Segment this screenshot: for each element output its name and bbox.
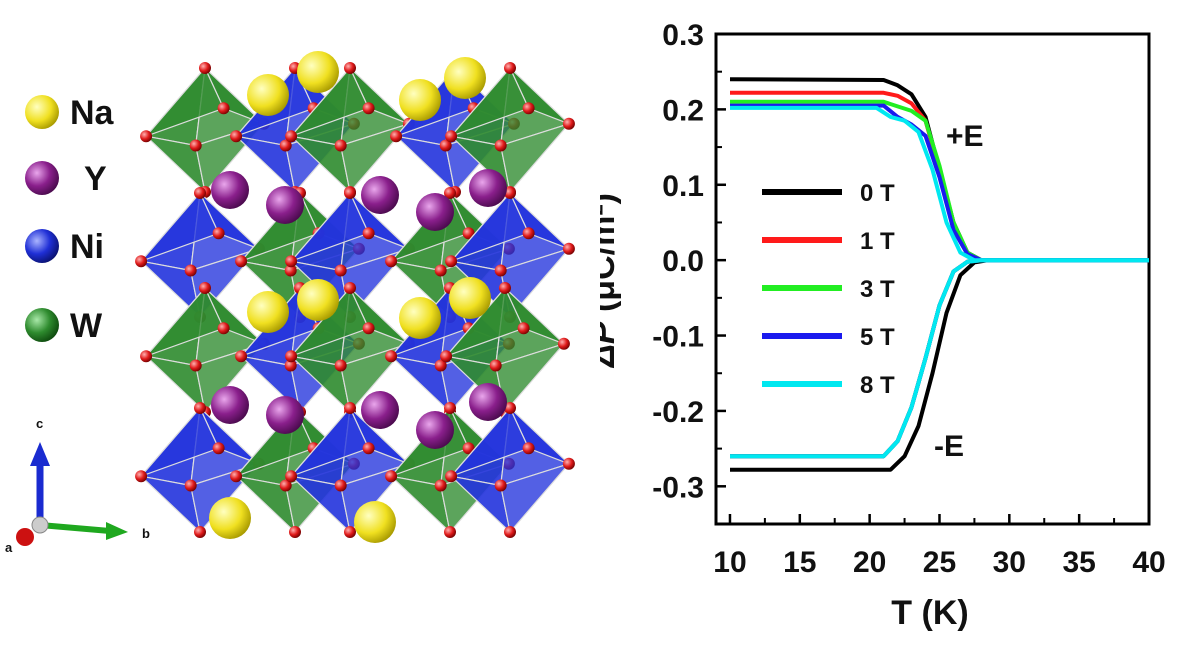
y-atom — [211, 386, 249, 424]
y-tick-label: 0.0 — [662, 245, 704, 278]
crystal-structure-figure: Na Y Ni W c b a — [5, 51, 575, 555]
y-atom — [469, 169, 507, 207]
w-legend-sphere — [25, 308, 59, 342]
na-atom — [444, 57, 486, 99]
y-atom — [469, 383, 507, 421]
x-tick-label: 30 — [993, 546, 1026, 579]
octahedron-3-0 — [135, 402, 265, 538]
plus-e-annotation: +E — [946, 120, 984, 153]
y-tick-label: 0.3 — [662, 19, 704, 52]
na-atom — [297, 51, 339, 93]
legend-label-1: 1 T — [860, 228, 895, 255]
crystal-lattice — [135, 51, 575, 543]
series-line-minus-e-4 — [730, 258, 1149, 459]
x-tick-label: 10 — [713, 546, 746, 579]
legend-label-2: 3 T — [860, 276, 895, 303]
na-atom — [399, 79, 441, 121]
x-tick-label: 20 — [853, 546, 886, 579]
x-tick-label: 40 — [1132, 546, 1165, 579]
octahedron-0-4 — [445, 62, 575, 198]
series-line-plus-e-4 — [730, 105, 1149, 263]
na-atom — [399, 297, 441, 339]
y-atom — [361, 176, 399, 214]
chart-axes: 10 15 20 25 30 35 40 0.3 0.2 0.1 0.0 -0.1 -0.2 -0.3 — [652, 19, 1165, 579]
y-atom — [266, 396, 304, 434]
octahedron-3-4 — [445, 402, 575, 538]
legend-label-4: 8 T — [860, 372, 895, 399]
axis-b-label: b — [142, 526, 150, 541]
polarization-chart: 10 15 20 25 30 35 40 0.3 0.2 0.1 0.0 -0.1 -0.2 -0.3 0… — [600, 19, 1166, 632]
na-legend-sphere — [25, 95, 59, 129]
atom-legend: Na Y Ni W — [25, 94, 115, 345]
x-tick-label: 25 — [923, 546, 956, 579]
y-atom — [361, 391, 399, 429]
na-atom — [247, 74, 289, 116]
axis-c-label: c — [36, 416, 43, 431]
legend-label-3: 5 T — [860, 324, 895, 351]
y-legend-sphere — [25, 161, 59, 195]
y-tick-label: -0.2 — [652, 396, 704, 429]
x-tick-label: 35 — [1062, 546, 1095, 579]
chart-series — [729, 77, 1149, 472]
y-axis-title: ΔP (μC/m²) — [600, 193, 622, 369]
ni-legend-sphere — [25, 229, 59, 263]
y-atom — [416, 193, 454, 231]
y-tick-label: -0.1 — [652, 321, 704, 354]
series-line-plus-e-3 — [730, 103, 1149, 263]
axes-triad: c b a — [5, 416, 150, 555]
minus-e-annotation: -E — [934, 430, 964, 463]
x-axis-title: T (K) — [891, 594, 968, 632]
chart-legend: 0 T 1 T 3 T 5 T 8 T — [762, 180, 895, 399]
na-atom — [297, 279, 339, 321]
y-atom — [211, 171, 249, 209]
na-legend-label: Na — [70, 94, 115, 132]
y-tick-label: 0.2 — [662, 94, 704, 127]
y-legend-label: Y — [84, 160, 107, 198]
ni-legend-label: Ni — [70, 228, 104, 266]
y-atom — [416, 411, 454, 449]
na-atom — [247, 291, 289, 333]
octahedron-3-2 — [285, 402, 415, 538]
y-axis-title-symbol: ΔP — [600, 321, 622, 369]
y-axis-title-unit: (μC/m²) — [600, 193, 622, 312]
y-atom — [266, 186, 304, 224]
legend-label-0: 0 T — [860, 180, 895, 207]
x-tick-label: 15 — [783, 546, 816, 579]
octahedron-0-0 — [140, 62, 270, 198]
plot-frame — [714, 32, 1151, 526]
y-tick-label: 0.1 — [662, 170, 704, 203]
y-tick-label: -0.3 — [652, 471, 704, 504]
na-atom — [354, 501, 396, 543]
axis-a-label: a — [5, 540, 13, 555]
na-atom — [449, 277, 491, 319]
w-legend-label: W — [70, 307, 103, 345]
octahedron-2-4 — [440, 282, 570, 418]
na-atom — [209, 497, 251, 539]
octahedron-0-2 — [285, 62, 415, 198]
